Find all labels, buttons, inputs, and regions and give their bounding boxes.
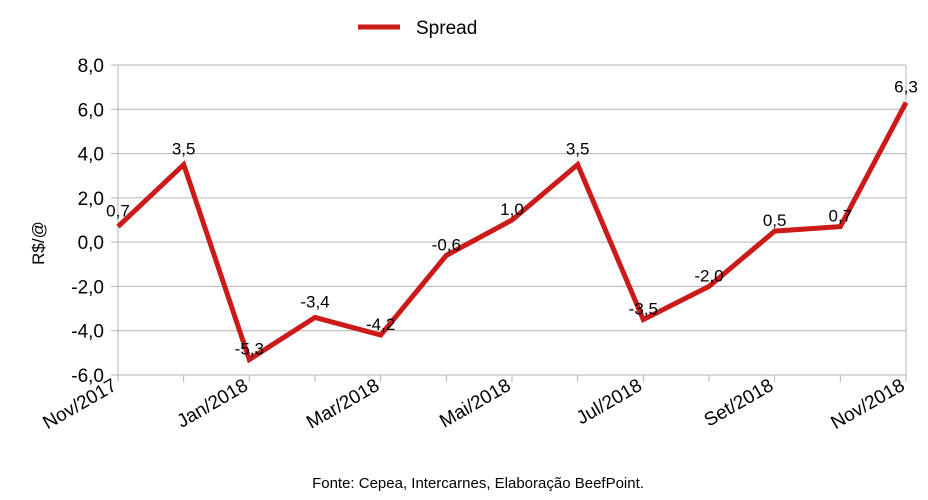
y-axis-title: R$/@	[29, 221, 48, 265]
y-tick-label: 2,0	[78, 189, 104, 210]
data-label: -2,0	[694, 266, 723, 285]
data-label: -3,4	[300, 292, 329, 311]
data-label: 3,5	[566, 140, 590, 159]
data-label: -3,5	[629, 300, 658, 319]
y-tick-label: 0,0	[78, 233, 104, 254]
data-label: 3,5	[172, 140, 196, 159]
series-spread	[116, 101, 909, 364]
data-label: 6,3	[894, 78, 918, 97]
data-label: 0,7	[106, 202, 130, 221]
data-label: -4,2	[366, 315, 395, 334]
x-tick-label: Nov/2018	[828, 375, 909, 434]
y-tick-label: -4,0	[71, 322, 104, 343]
data-labels: 0,7 3,5 -5,3 -3,4 -4,2 -0,6 1,0 3,5 -3,5 -2,0 0,5 0…	[106, 78, 918, 359]
legend-label-spread: Spread	[416, 18, 477, 39]
y-tick-label: 4,0	[78, 145, 104, 166]
x-tick-label: Set/2018	[701, 375, 777, 431]
legend: Spread	[358, 18, 477, 39]
x-tick-label: Jan/2018	[174, 375, 252, 432]
y-tick-label: -2,0	[71, 277, 104, 298]
line-spread	[116, 101, 909, 364]
data-label: 0,5	[763, 211, 787, 230]
y-tick-label: 8,0	[78, 56, 104, 77]
data-label: -0,6	[432, 235, 461, 254]
data-label: 0,7	[829, 207, 853, 226]
y-tick-label: -6,0	[71, 366, 104, 387]
x-tick-label: Mar/2018	[303, 375, 383, 433]
y-tick-label: 6,0	[78, 100, 104, 121]
x-tick-label: Mai/2018	[436, 375, 514, 432]
data-label: 1,0	[500, 200, 524, 219]
data-label: -5,3	[235, 340, 264, 359]
x-tick-label: Jul/2018	[573, 375, 646, 429]
source-note: Fonte: Cepea, Intercarnes, Elaboração Be…	[312, 475, 644, 492]
